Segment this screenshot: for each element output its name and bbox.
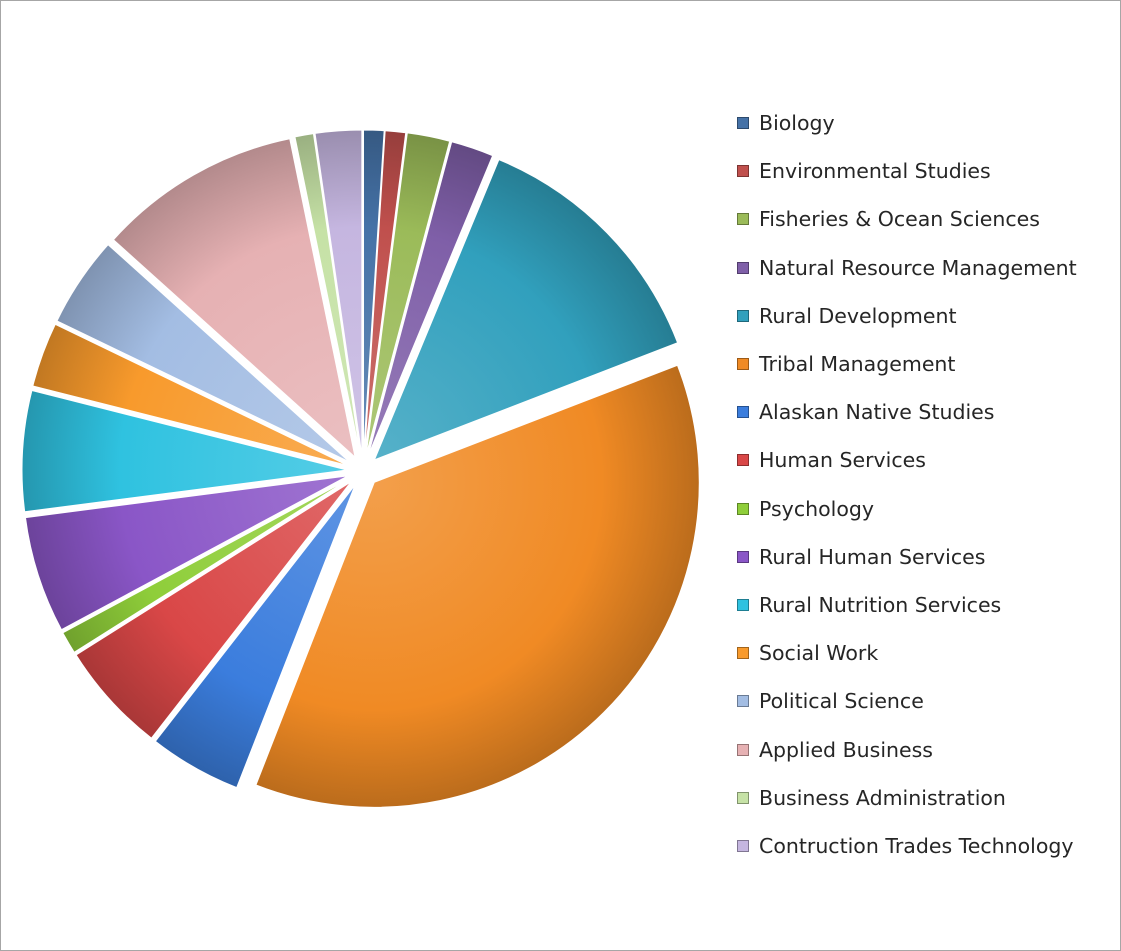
legend-label: Biology bbox=[759, 111, 835, 136]
pie-slice-tribal-management bbox=[255, 364, 700, 808]
pie-slice-applied-business bbox=[112, 138, 356, 459]
legend-item: Fisheries & Ocean Sciences bbox=[737, 195, 1077, 243]
legend-item: Social Work bbox=[737, 629, 1077, 677]
legend-swatch bbox=[737, 695, 749, 708]
pie-slice-rural-development bbox=[373, 158, 679, 461]
legend-item: Tribal Management bbox=[737, 340, 1077, 388]
legend-swatch bbox=[737, 502, 749, 515]
pie-slice-rural-human-services bbox=[24, 475, 349, 631]
pie-slice-environmental-studies bbox=[364, 130, 407, 456]
pie-slice-fisheries-ocean-sciences bbox=[365, 132, 451, 456]
legend-swatch bbox=[737, 550, 749, 563]
legend-label: Environmental Studies bbox=[759, 159, 991, 184]
legend-item: Rural Development bbox=[737, 292, 1077, 340]
pie-slice-human-services bbox=[75, 481, 352, 739]
legend-item: Natural Resource Management bbox=[737, 244, 1077, 292]
legend-item: Rural Nutrition Services bbox=[737, 581, 1077, 629]
pie-slice-political-science bbox=[56, 244, 351, 463]
legend-swatch bbox=[737, 165, 749, 178]
legend-label: Political Science bbox=[759, 689, 924, 714]
legend: Biology Environmental Studies Fisheries & … bbox=[737, 99, 1077, 870]
legend-item: Political Science bbox=[737, 677, 1077, 725]
legend-swatch bbox=[737, 261, 749, 274]
pie-slice-rural-nutrition-services bbox=[21, 389, 348, 513]
legend-swatch bbox=[737, 406, 749, 419]
legend-swatch bbox=[737, 358, 749, 371]
pie-slice-psychology bbox=[62, 478, 350, 653]
legend-item: Contruction Trades Technology bbox=[737, 822, 1077, 870]
legend-label: Fisheries & Ocean Sciences bbox=[759, 207, 1040, 232]
legend-label: Alaskan Native Studies bbox=[759, 400, 995, 425]
legend-item: Psychology bbox=[737, 485, 1077, 533]
legend-label: Natural Resource Management bbox=[759, 255, 1077, 280]
legend-label: Social Work bbox=[759, 641, 879, 666]
legend-label: Applied Business bbox=[759, 737, 933, 762]
legend-swatch bbox=[737, 743, 749, 756]
legend-label: Business Administration bbox=[759, 785, 1006, 810]
pie-slice-contruction-trades-technology bbox=[314, 129, 363, 456]
legend-swatch bbox=[737, 117, 749, 130]
legend-label: Rural Nutrition Services bbox=[759, 592, 1002, 617]
legend-swatch bbox=[737, 309, 749, 322]
legend-label: Tribal Management bbox=[759, 352, 956, 377]
legend-label: Rural Development bbox=[759, 303, 957, 328]
legend-item: Human Services bbox=[737, 436, 1077, 484]
legend-swatch bbox=[737, 791, 749, 804]
legend-label: Human Services bbox=[759, 448, 926, 473]
pie-slice-business-administration bbox=[294, 133, 361, 456]
legend-swatch bbox=[737, 454, 749, 467]
pie-slice-biology bbox=[363, 129, 385, 456]
pie-slice-social-work bbox=[32, 323, 349, 467]
legend-item: Environmental Studies bbox=[737, 147, 1077, 195]
legend-label: Rural Human Services bbox=[759, 544, 986, 569]
legend-item: Applied Business bbox=[737, 725, 1077, 773]
legend-item: Rural Human Services bbox=[737, 533, 1077, 581]
legend-item: Alaskan Native Studies bbox=[737, 388, 1077, 436]
pie-slice-alaskan-native-studies bbox=[154, 484, 356, 789]
legend-swatch bbox=[737, 598, 749, 611]
legend-swatch bbox=[737, 213, 749, 226]
legend-label: Contruction Trades Technology bbox=[759, 833, 1074, 858]
legend-swatch bbox=[737, 647, 749, 660]
legend-label: Psychology bbox=[759, 496, 875, 521]
legend-item: Business Administration bbox=[737, 774, 1077, 822]
legend-item: Biology bbox=[737, 99, 1077, 147]
pie-slice-natural-resource-management bbox=[367, 141, 494, 457]
legend-swatch bbox=[737, 839, 749, 852]
